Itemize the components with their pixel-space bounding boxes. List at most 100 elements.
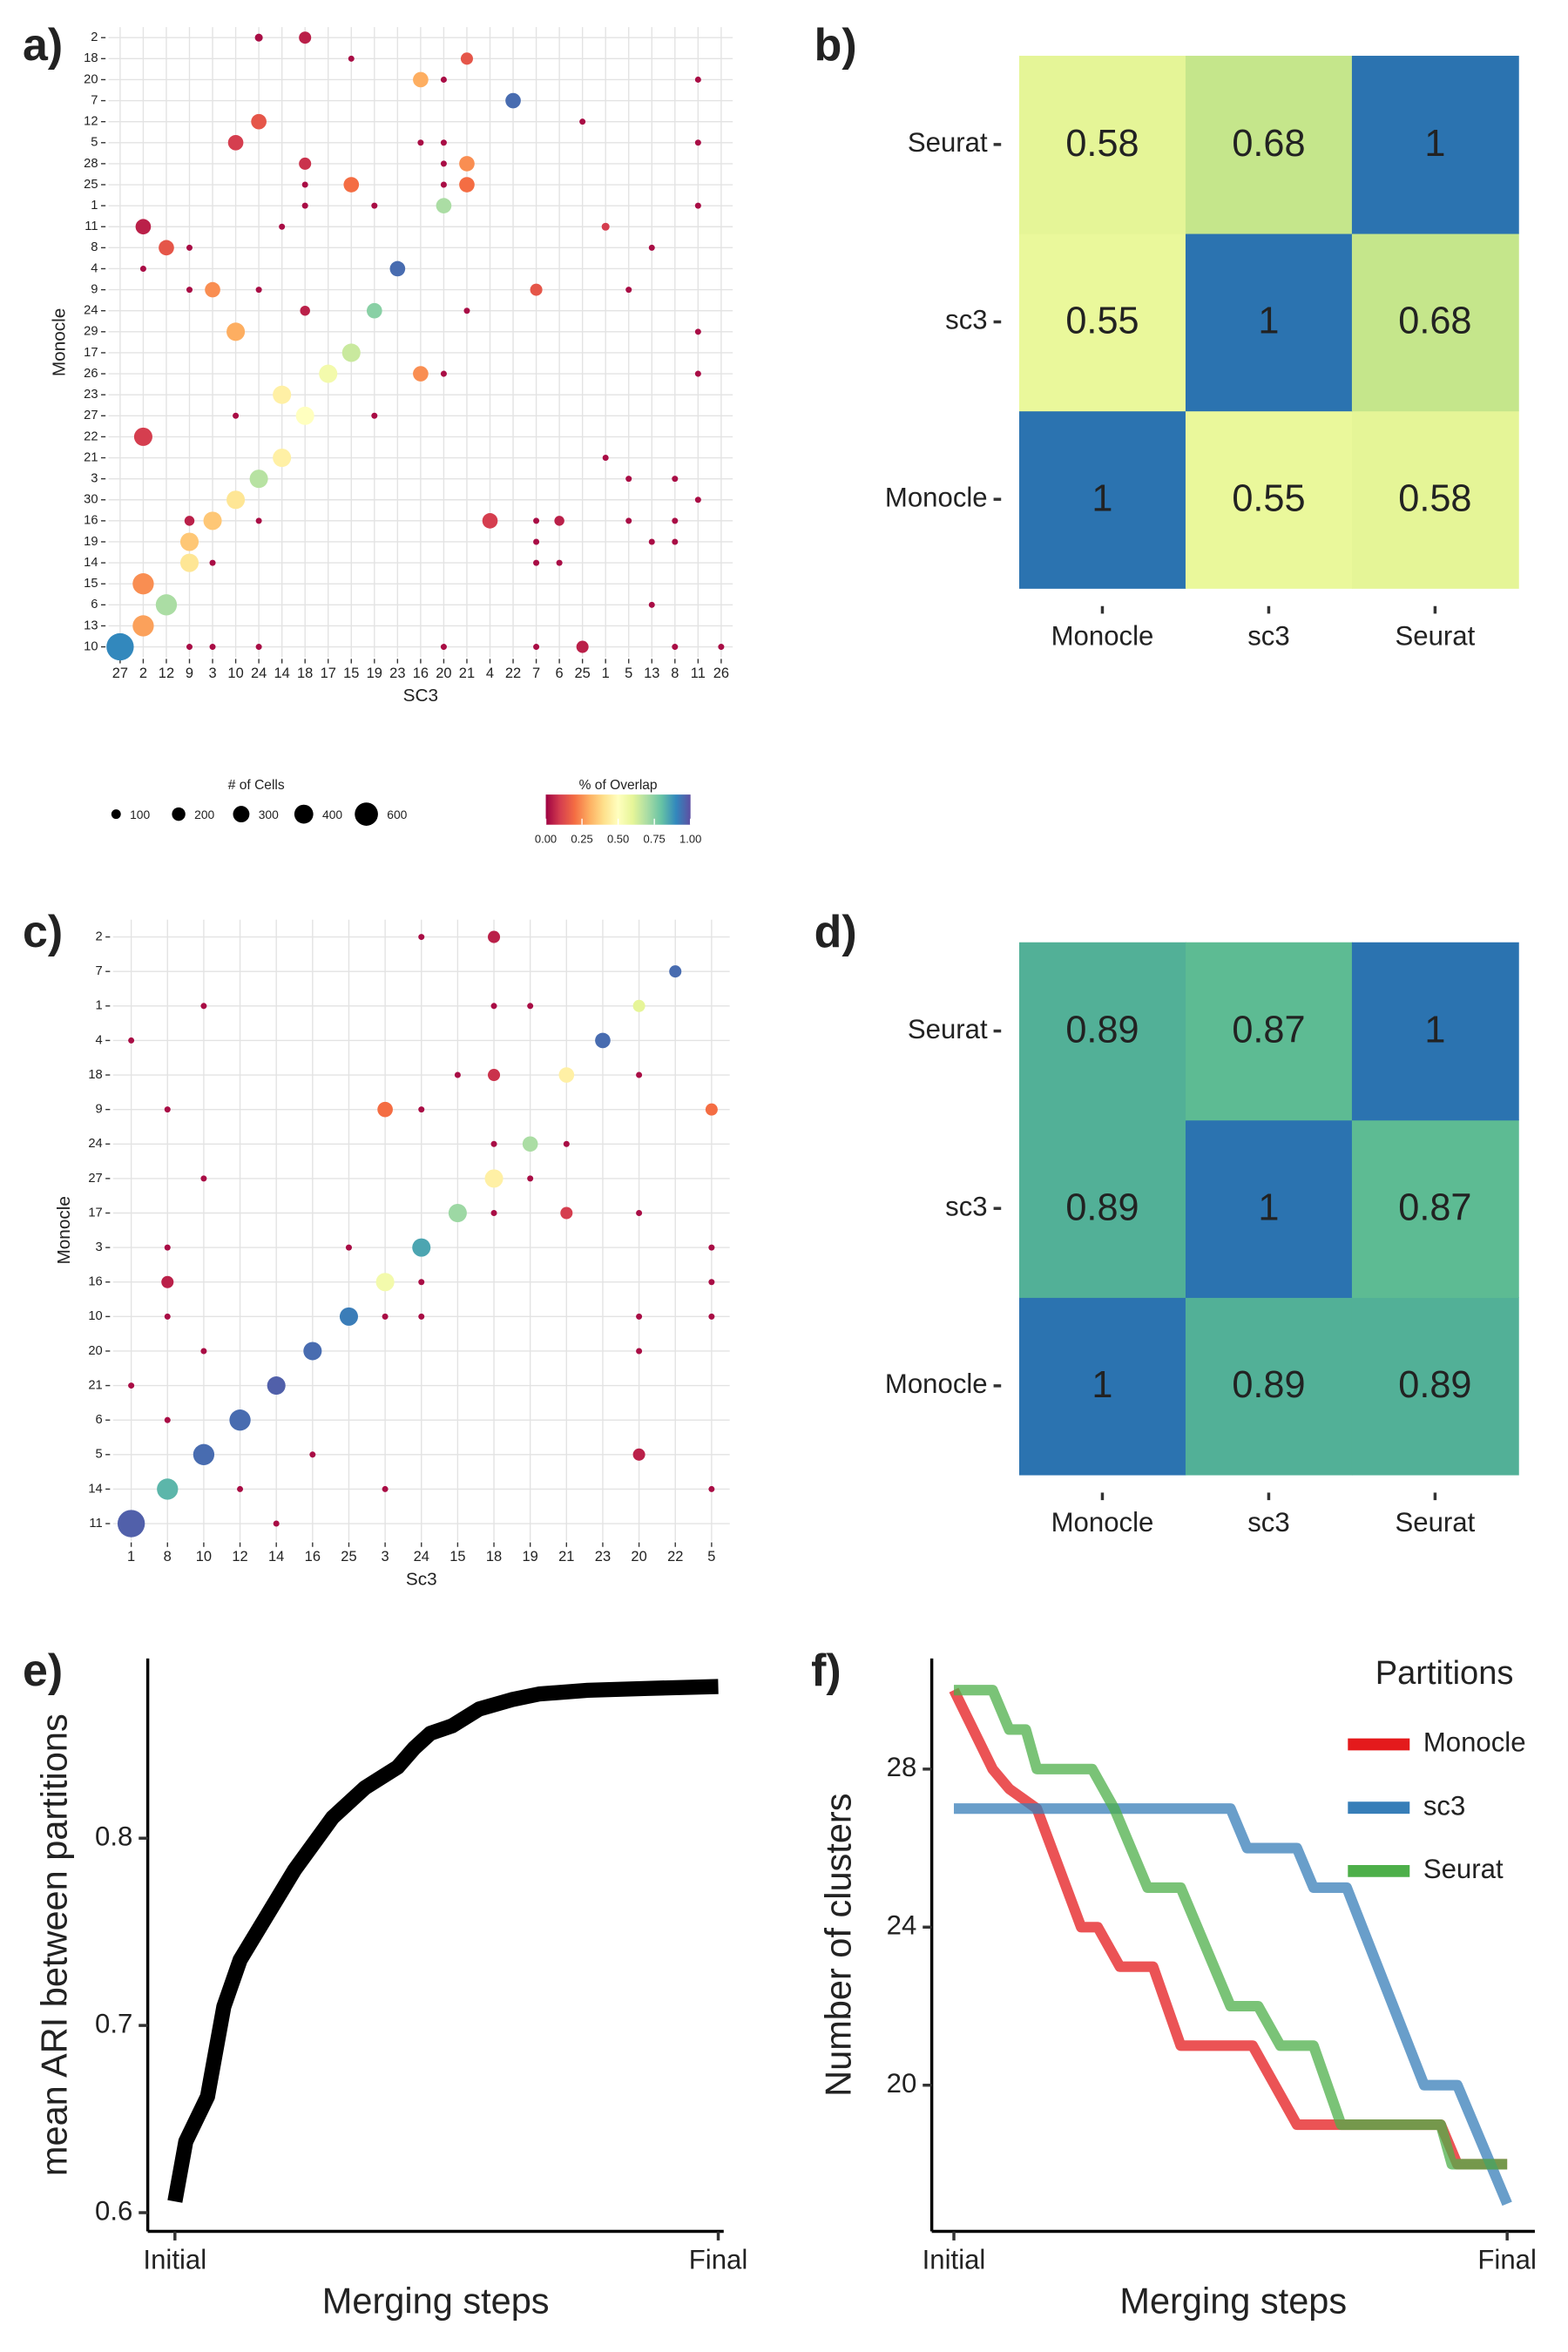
dot — [694, 76, 701, 83]
x-tick-label: 12 — [232, 1549, 247, 1565]
x-tick-label: 10 — [227, 666, 243, 681]
dot — [382, 1485, 389, 1492]
y-tick-label: 25 — [84, 178, 98, 192]
x-tick-label: 15 — [449, 1549, 465, 1565]
dot — [193, 1443, 215, 1465]
panel-label: d) — [814, 907, 857, 957]
dot — [490, 1140, 497, 1147]
dot — [601, 222, 610, 231]
x-tick-label: 22 — [667, 1549, 683, 1565]
cell-label: 1 — [1258, 1186, 1279, 1228]
x-tick-label: 18 — [486, 1549, 502, 1565]
y-tick-label: 1 — [96, 999, 103, 1013]
dot — [186, 287, 193, 294]
y-tick-label: 24 — [84, 304, 98, 318]
dot — [273, 385, 292, 404]
dot — [226, 322, 246, 341]
dot — [366, 302, 382, 319]
y-tick-label: 1 — [91, 199, 98, 213]
x-tick-label: 5 — [707, 1549, 715, 1565]
y-tick-label: 13 — [84, 618, 98, 632]
dot — [254, 33, 263, 42]
y-tick-label: 0.6 — [95, 2195, 132, 2226]
y-tick-label: 10 — [88, 1309, 102, 1323]
heat-cell — [1185, 233, 1353, 412]
dot — [563, 1140, 570, 1147]
x-tick-label: 21 — [558, 1549, 574, 1565]
x-tick-label: Initial — [923, 2244, 986, 2274]
y-tick-label: 10 — [84, 639, 98, 653]
y-tick-label: 20 — [887, 2068, 917, 2099]
x-tick-label: 20 — [436, 666, 451, 681]
dot — [117, 1510, 145, 1538]
y-tick-label: 3 — [91, 472, 98, 486]
cell-label: 0.68 — [1398, 301, 1471, 342]
dot — [301, 181, 308, 188]
size-legend-label: 100 — [130, 808, 150, 821]
y-tick-label: 20 — [88, 1344, 102, 1358]
dot — [440, 160, 447, 167]
cell-label: 0.89 — [1398, 1364, 1471, 1406]
dot — [533, 538, 540, 545]
x-tick-label: Monocle — [1051, 620, 1154, 651]
y-tick-label: 0.7 — [95, 2008, 132, 2038]
legend-title: Partitions — [1375, 1655, 1514, 1692]
dot — [128, 1382, 135, 1389]
dot — [279, 223, 286, 230]
cell-label: 0.89 — [1065, 1010, 1139, 1051]
x-tick-label: 24 — [251, 666, 267, 681]
dot — [556, 559, 563, 566]
y-tick-label: 12 — [84, 115, 98, 129]
dot — [251, 113, 267, 130]
y-tick-label: 6 — [96, 1413, 103, 1427]
dot — [482, 513, 498, 529]
cell-label: 0.89 — [1232, 1364, 1305, 1406]
y-tick-label: 5 — [96, 1448, 103, 1462]
dot — [625, 517, 632, 524]
x-tick-label: 14 — [268, 1549, 284, 1565]
y-tick-label: Seurat — [908, 127, 988, 158]
dot — [602, 455, 609, 462]
x-tick-label: 8 — [164, 1549, 172, 1565]
y-tick-label: Seurat — [908, 1014, 988, 1044]
dot — [133, 427, 152, 446]
dot — [488, 930, 501, 943]
y-axis-title: Monocle — [54, 1196, 74, 1264]
dot — [672, 476, 679, 483]
y-tick-label: 11 — [89, 1517, 102, 1531]
heat-cell — [1019, 233, 1186, 412]
dot — [636, 1209, 643, 1217]
x-tick-label: 24 — [414, 1549, 429, 1565]
x-tick-label: 10 — [196, 1549, 212, 1565]
heat-cell — [1351, 233, 1519, 412]
dot — [648, 601, 655, 608]
heat-cell — [1019, 410, 1186, 589]
y-tick-label: 7 — [91, 93, 98, 107]
x-tick-label: 23 — [595, 1549, 611, 1565]
y-tick-label: 28 — [887, 1752, 917, 1782]
cell-label: 1 — [1258, 301, 1279, 342]
x-tick-label: Monocle — [1051, 1507, 1154, 1538]
dot — [179, 532, 199, 551]
y-tick-label: 18 — [88, 1068, 102, 1082]
dot — [319, 364, 338, 383]
y-tick-label: 30 — [84, 493, 98, 507]
dot — [672, 644, 679, 651]
dot — [484, 1169, 504, 1188]
x-tick-label: sc3 — [1247, 620, 1289, 651]
x-tick-label: 7 — [532, 666, 540, 681]
dot — [164, 1313, 171, 1320]
x-tick-label: Initial — [143, 2244, 206, 2274]
dot — [371, 412, 378, 419]
dot — [164, 1244, 171, 1251]
y-tick-label: 21 — [88, 1378, 102, 1392]
cell-label: 0.68 — [1232, 123, 1305, 165]
dot — [203, 511, 222, 531]
dot — [237, 1485, 244, 1492]
dot — [233, 412, 240, 419]
heat-cell — [1351, 56, 1519, 234]
dot — [705, 1103, 718, 1116]
x-tick-label: 16 — [305, 1549, 321, 1565]
dot — [669, 965, 682, 978]
